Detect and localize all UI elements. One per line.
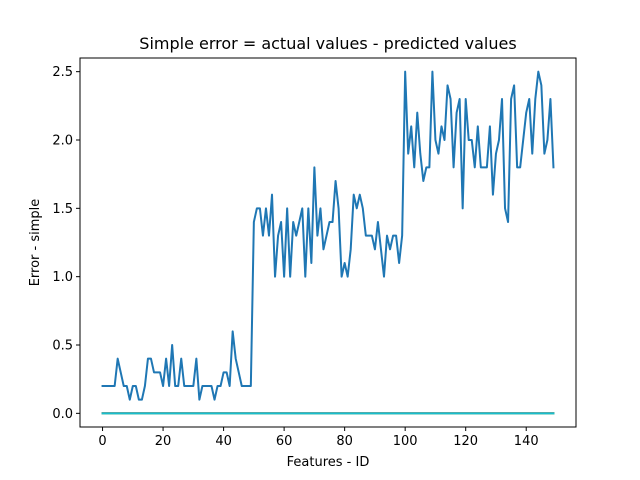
y-tick-label: 0.5: [52, 339, 73, 354]
y-tick-label: 2.0: [52, 134, 73, 149]
x-tick-label: 40: [215, 434, 232, 449]
x-tick-label: 60: [276, 434, 293, 449]
series-layer: [101, 70, 555, 415]
x-axis-ticks: 0 20 40 60 80 100 120 140: [98, 427, 539, 449]
y-axis-ticks: 0.0 0.5 1.0 1.5 2.0 2.5: [52, 65, 80, 422]
y-tick-label: 2.5: [52, 65, 73, 80]
axes-frame: [79, 57, 577, 428]
x-tick-label: 0: [98, 434, 106, 449]
x-tick-label: 20: [155, 434, 172, 449]
x-tick-label: 80: [336, 434, 353, 449]
x-axis-label: Features - ID: [287, 455, 370, 470]
y-tick-label: 1.0: [52, 270, 73, 285]
y-axis-label: Error - simple: [28, 199, 43, 287]
plot-area: [80, 58, 576, 427]
series-line-0: [101, 70, 555, 401]
y-tick-label: 0.0: [52, 407, 73, 422]
chart-title: Simple error = actual values - predicted…: [139, 34, 516, 53]
y-tick-label: 1.5: [52, 202, 73, 217]
x-tick-label: 100: [393, 434, 418, 449]
x-tick-label: 120: [453, 434, 478, 449]
x-tick-label: 140: [514, 434, 539, 449]
